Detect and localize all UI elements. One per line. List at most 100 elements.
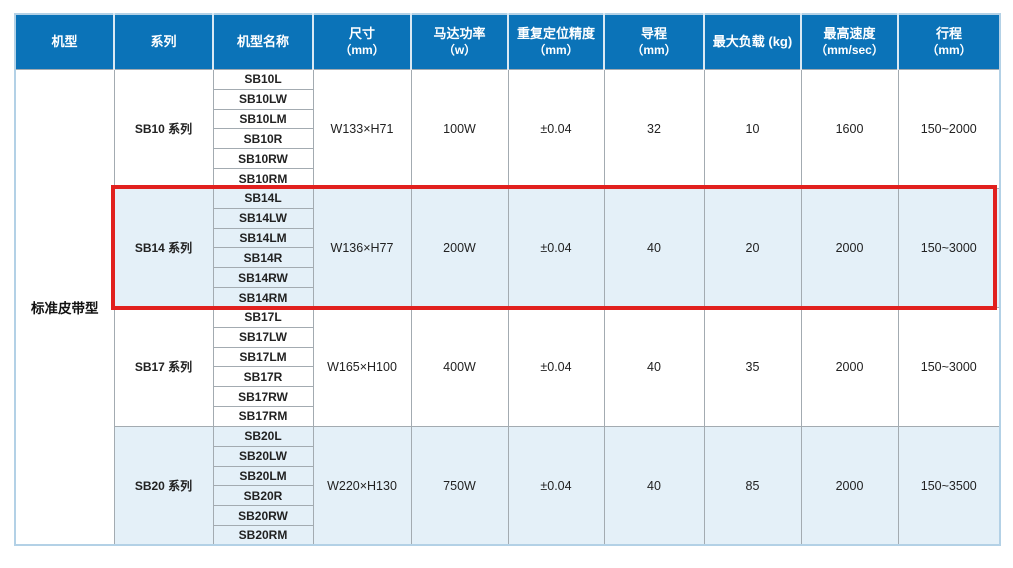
model-row: SB10LW (15, 88, 1000, 110)
col-header-label: 重复定位精度 (516, 26, 595, 42)
model-row: SB17 系列 SB17L W165×H100 400W ±0.04 40 35… (15, 306, 1001, 427)
col-header-unit: （mm） (631, 42, 677, 57)
model-name-cell: SB14RM (212, 287, 314, 308)
model-name-cell: SB20LW (212, 445, 314, 467)
model-row: SB10R (15, 128, 1000, 150)
col-header-lead: 导程 （mm） (603, 14, 704, 70)
lead-cell: 32 (603, 69, 705, 189)
max-load-cell: 85 (703, 425, 802, 546)
model-row: SB20LM (15, 465, 1000, 487)
model-row: SB17R (15, 366, 1000, 388)
header-row: 机型 系列 机型名称 尺寸 （mm） 马达功率 （w） (15, 14, 1000, 70)
model-row: SB10LM (15, 108, 1000, 130)
stroke-cell: 150~3000 (897, 187, 1001, 308)
col-header-stroke: 行程 （mm） (897, 14, 1000, 70)
model-name-cell: SB14L (212, 187, 314, 209)
col-header-unit: （w） (442, 42, 477, 57)
repeat-accuracy-cell: ±0.04 (507, 69, 605, 189)
model-name-cell: SB14LM (212, 227, 314, 249)
model-row: SB20RM (15, 525, 1000, 546)
motor-power-cell: 400W (410, 306, 509, 427)
model-row: SB10RM (15, 168, 1000, 189)
model-row: SB17RW (15, 386, 1000, 408)
max-load-cell: 35 (703, 306, 802, 427)
model-name-cell: SB10L (212, 69, 314, 90)
model-row-highlighted: SB14RW (15, 267, 1000, 289)
size-cell: W133×H71 (312, 69, 412, 189)
col-header-model-name: 机型名称 (212, 14, 313, 70)
model-name-cell: SB17L (212, 306, 314, 328)
col-header-label: 机型名称 (236, 33, 289, 49)
col-header-label: 尺寸 (348, 26, 375, 42)
model-name-cell: SB14R (212, 247, 314, 269)
model-name-cell: SB17LM (212, 346, 314, 368)
col-header-unit: （mm） (339, 42, 385, 57)
model-name-cell: SB20LM (212, 465, 314, 487)
model-name-cell: SB10R (212, 128, 314, 150)
model-name-cell: SB17RM (212, 406, 314, 427)
repeat-accuracy-cell: ±0.04 (507, 306, 605, 427)
size-cell: W136×H77 (312, 187, 412, 308)
model-row-highlighted: SB14LW (15, 207, 1000, 229)
model-name-cell: SB20RM (212, 525, 314, 546)
model-name-cell: SB20RW (212, 505, 314, 527)
stroke-cell: 150~2000 (897, 69, 1001, 189)
series-cell-sb17: SB17 系列 (113, 306, 214, 427)
table-header: 机型 系列 机型名称 尺寸 （mm） 马达功率 （w） (15, 14, 1000, 70)
model-name-cell: SB20L (212, 425, 314, 447)
model-name-cell: SB10RM (212, 168, 314, 189)
lead-cell: 40 (603, 187, 705, 308)
series-cell-sb14: SB14 系列 (113, 187, 214, 308)
model-row: SB17LW (15, 326, 1000, 348)
stroke-cell: 150~3000 (897, 306, 1001, 427)
size-cell: W165×H100 (312, 306, 412, 427)
model-row-highlighted: SB14LM (15, 227, 1000, 249)
col-header-size: 尺寸 （mm） (312, 14, 411, 70)
col-header-motor-power: 马达功率 （w） (410, 14, 508, 70)
col-header-label: 系列 (150, 33, 177, 49)
model-row: SB20 系列 SB20L W220×H130 750W ±0.04 40 85… (15, 425, 1001, 546)
col-header-repeat-accuracy: 重复定位精度 （mm） (507, 14, 604, 70)
col-header-unit: （mm/sec） (815, 42, 884, 57)
model-name-cell: SB10LM (212, 108, 314, 130)
col-header-unit: （mm） (926, 42, 972, 57)
motor-power-cell: 100W (410, 69, 509, 189)
col-header-label: 最大负载 (kg) (712, 33, 793, 49)
max-speed-cell: 1600 (800, 69, 899, 189)
max-load-cell: 20 (703, 187, 802, 308)
series-cell-sb10: SB10 系列 (113, 69, 214, 189)
category-cell: 标准皮带型 (14, 69, 115, 546)
model-row: SB20R (15, 485, 1000, 507)
spec-table: 机型 系列 机型名称 尺寸 （mm） 马达功率 （w） (14, 13, 1001, 547)
max-speed-cell: 2000 (800, 425, 899, 546)
model-name-cell: SB14LW (212, 207, 314, 229)
model-row: 标准皮带型 SB10 系列 SB10L W133×H71 100W ±0.04 … (14, 69, 1001, 546)
model-row: SB20RW (15, 505, 1000, 527)
max-load-cell: 10 (703, 69, 802, 189)
model-row-highlighted: SB14 系列 SB14L W136×H77 200W ±0.04 40 20 … (15, 187, 1001, 308)
model-name-cell: SB10RW (212, 148, 314, 170)
col-header-max-speed: 最高速度 （mm/sec） (800, 14, 898, 70)
col-header-series: 系列 (113, 14, 213, 70)
max-speed-cell: 2000 (800, 306, 899, 427)
lead-cell: 40 (603, 425, 705, 546)
model-name-cell: SB14RW (212, 267, 314, 289)
model-row: SB20LW (15, 445, 1000, 467)
lead-cell: 40 (603, 306, 705, 427)
spec-table-container: 机型 系列 机型名称 尺寸 （mm） 马达功率 （w） (14, 13, 1001, 547)
col-header-model-type: 机型 (15, 14, 114, 70)
col-header-label: 行程 (935, 26, 962, 42)
model-name-cell: SB17RW (212, 386, 314, 408)
model-row: SB17RM (15, 406, 1000, 427)
max-speed-cell: 2000 (800, 187, 899, 308)
model-name-cell: SB17LW (212, 326, 314, 348)
col-header-label: 导程 (640, 26, 667, 42)
motor-power-cell: 750W (410, 425, 509, 546)
repeat-accuracy-cell: ±0.04 (507, 187, 605, 308)
model-name-cell: SB20R (212, 485, 314, 507)
col-header-label: 机型 (51, 33, 78, 49)
repeat-accuracy-cell: ±0.04 (507, 425, 605, 546)
model-name-cell: SB10LW (212, 88, 314, 110)
table-body: 标准皮带型 SB10 系列 SB10L W133×H71 100W ±0.04 … (14, 69, 1001, 546)
size-cell: W220×H130 (312, 425, 412, 546)
